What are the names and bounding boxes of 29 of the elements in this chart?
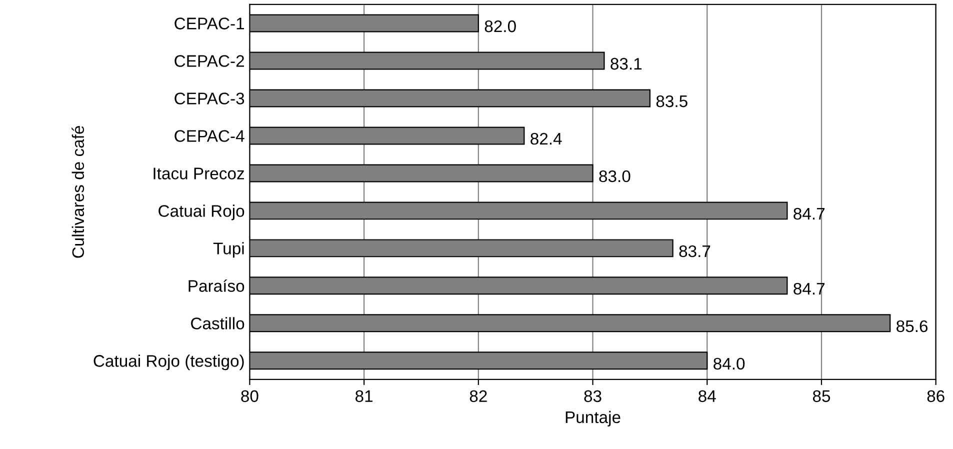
y-tick-label: CEPAC-3 [174, 92, 244, 104]
y-tick-label: CEPAC-1 [174, 18, 244, 30]
data-label: 83.1 [610, 58, 642, 70]
y-tick-label: Castillo [191, 317, 244, 330]
data-label: 83.5 [656, 95, 688, 108]
data-label: 85.6 [896, 320, 928, 332]
data-label: 83.7 [679, 245, 710, 258]
x-tick-label: 83 [584, 390, 602, 402]
data-label: 82.0 [484, 20, 516, 32]
y-axis-title: Cultivares de café [72, 126, 84, 258]
y-tick-label: Itacu Precoz [154, 168, 244, 180]
y-tick-label: Paraíso [188, 279, 244, 292]
x-tick-label: 84 [698, 390, 716, 402]
y-tick-label: Catuai Rojo (testigo) [94, 354, 244, 370]
x-tick-label: 85 [812, 390, 830, 402]
x-tick-label: 80 [241, 390, 258, 402]
x-tick-label: 86 [927, 390, 944, 402]
data-label: 84.7 [794, 208, 824, 220]
data-label: 83.0 [599, 170, 630, 182]
y-tick-label: CEPAC-2 [174, 55, 244, 67]
x-tick-label: 81 [356, 390, 373, 402]
data-label: 84.0 [714, 358, 745, 370]
x-axis-title: Puntaje [566, 410, 620, 426]
data-label: 82.4 [530, 132, 562, 145]
y-tick-label: CEPAC-4 [174, 130, 244, 142]
data-label: 84.7 [794, 282, 824, 295]
x-tick-label: 82 [470, 390, 487, 402]
y-tick-label: Tupi [213, 242, 244, 258]
y-tick-label: Catuai Rojo [158, 204, 244, 220]
